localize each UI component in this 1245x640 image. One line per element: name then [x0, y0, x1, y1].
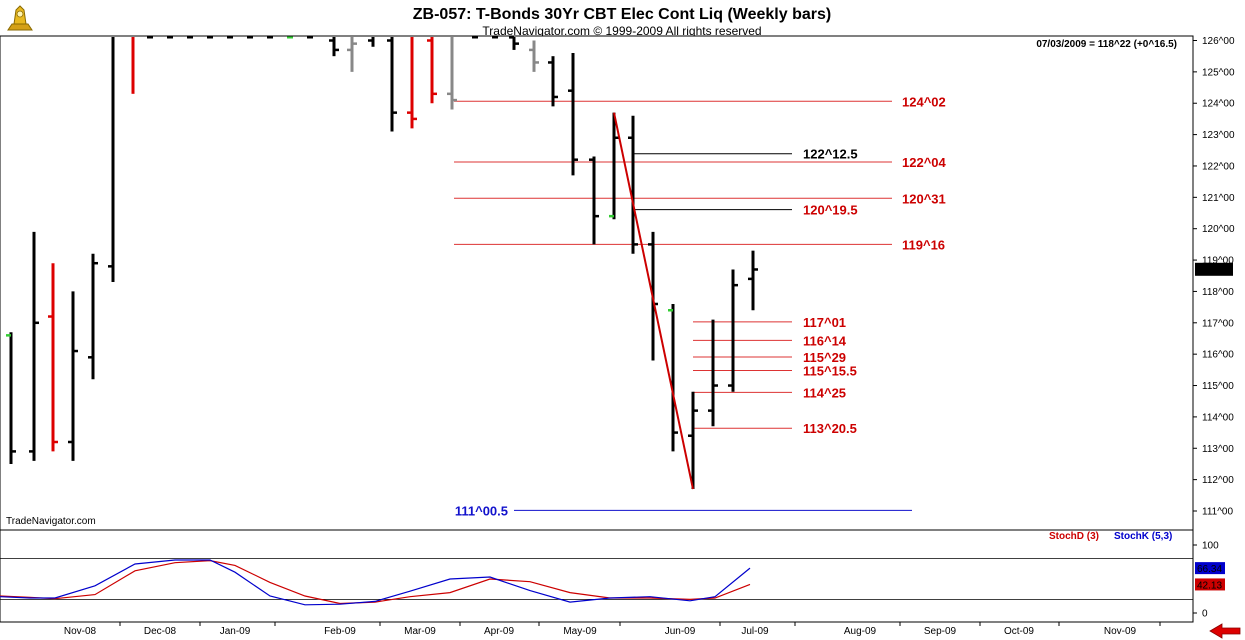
stoch-value-tag: [1195, 562, 1225, 575]
date-tick-label: Aug-09: [844, 626, 877, 637]
date-tick-label: Jul-09: [741, 626, 769, 637]
watermark-text: TradeNavigator.com: [6, 516, 96, 527]
stoch-value-label: 42.13: [1197, 580, 1222, 591]
ohlc-bar: [688, 391, 698, 490]
price-tick-label: 117^00: [1202, 318, 1234, 329]
level-label: 113^20.5: [803, 421, 857, 436]
date-axis: Nov-08 Dec-08 Jan-09 Feb-09 Mar-09 Apr-09 May-…: [64, 622, 1161, 637]
date-tick-label: Nov-09: [1104, 626, 1137, 637]
stoch-tick-label: 100: [1202, 541, 1219, 552]
ohlc-bar: [748, 250, 758, 311]
last-quote-text: 07/03/2009 = 118^22 (+0^16.5): [1036, 39, 1177, 50]
price-axis: 111^00 112^00 113^00 114^00 115^00 116^00 117^…: [1193, 36, 1235, 518]
price-tick-label: 122^00: [1202, 161, 1235, 172]
ohlc-bar: [407, 37, 417, 129]
trendline-group: [613, 112, 694, 490]
price-tick-label: 116^00: [1202, 350, 1234, 361]
level-label: 116^14: [803, 333, 847, 348]
stoch-value-label: 66.34: [1197, 564, 1222, 575]
stoch-legend-label: StochD (3): [1049, 531, 1099, 542]
ohlc-bar: [347, 37, 357, 72]
level-label: 117^01: [803, 315, 846, 330]
ohlc-bar: [29, 231, 39, 461]
stochastic-lines: 0 100 StochD (3) StochK (5,3) 42.13 66.34: [0, 531, 1225, 620]
ohlc-bar: [728, 269, 738, 392]
level-label: 115^15.5: [803, 363, 857, 378]
ohlc-bar: [668, 303, 678, 452]
level-label: 115^29: [803, 350, 846, 365]
ohlc-bar: [548, 56, 558, 107]
date-tick-label: Apr-09: [484, 626, 514, 637]
level-label: 114^25: [803, 385, 846, 400]
price-bars: [6, 36, 758, 490]
ohlc-bar: [628, 115, 638, 254]
price-panel: [0, 35, 1194, 531]
price-tick-label: 118^00: [1202, 287, 1234, 298]
scroll-left-icon[interactable]: [1207, 622, 1245, 640]
ohlc-bar: [88, 253, 98, 380]
last-price-tag: [1195, 262, 1233, 276]
trendline: [613, 112, 694, 490]
price-tick-label: 126^00: [1202, 36, 1235, 47]
stoch-legend-label: StochK (5,3): [1114, 531, 1172, 542]
price-tick-label: 119^00: [1202, 256, 1234, 267]
copyright-text: TradeNavigator.com © 1999-2009 All right…: [482, 24, 761, 38]
level-label: 120^19.5: [803, 203, 858, 218]
level-label: 119^16: [902, 237, 945, 252]
price-tick-label: 115^00: [1202, 381, 1234, 392]
date-tick-label: May-09: [563, 626, 597, 637]
price-tick-label: 123^00: [1202, 130, 1235, 141]
ohlc-bar: [708, 319, 718, 427]
level-label: 124^02: [902, 94, 946, 109]
ohlc-bar: [48, 263, 58, 452]
level-label: 111^00.5: [455, 503, 508, 518]
level-label: 122^12.5: [803, 147, 858, 162]
level-label: 122^04: [902, 155, 947, 170]
date-tick-label: Sep-09: [924, 626, 957, 637]
stoch-series-line: [0, 559, 751, 606]
price-tick-label: 113^00: [1202, 444, 1234, 455]
ohlc-bar: [447, 37, 457, 110]
price-tick-label: 120^00: [1202, 224, 1235, 235]
ohlc-bar: [6, 332, 16, 464]
date-tick-label: Mar-09: [404, 626, 436, 637]
app-logo: [6, 5, 34, 32]
ohlc-bar: [108, 37, 115, 283]
ohlc-bar: [609, 112, 619, 220]
stochastic-panel: [0, 529, 1194, 623]
price-tick-label: 124^00: [1202, 99, 1235, 110]
level-label: 120^31: [902, 191, 946, 206]
ohlc-bar: [529, 40, 539, 72]
date-tick-label: Jan-09: [220, 626, 251, 637]
chart-title: ZB-057: T-Bonds 30Yr CBT Elec Cont Liq (…: [413, 6, 831, 23]
date-tick-label: Jun-09: [665, 626, 696, 637]
level-lines: 124^02 122^12.5 122^04 120^31 120^19.5 119^16…: [454, 94, 947, 518]
date-tick-label: Oct-09: [1004, 626, 1034, 637]
ohlc-bar: [589, 156, 599, 245]
date-tick-label: Nov-08: [64, 626, 97, 637]
ohlc-bar: [329, 37, 339, 57]
price-tick-label: 112^00: [1202, 475, 1234, 486]
ohlc-bar: [368, 37, 375, 47]
date-tick-label: Dec-08: [144, 626, 177, 637]
price-tick-label: 121^00: [1202, 193, 1235, 204]
price-tick-label: 114^00: [1202, 412, 1234, 423]
ohlc-bar: [387, 37, 397, 132]
stoch-value-tag: [1195, 578, 1225, 591]
last-price-label: 118^22: [1198, 265, 1230, 276]
price-tick-label: 111^00: [1202, 507, 1233, 518]
stoch-tick-label: 0: [1202, 609, 1208, 620]
ohlc-bar: [509, 36, 519, 50]
ohlc-bar: [568, 53, 578, 176]
ohlc-bar: [427, 37, 437, 104]
ohlc-bar: [68, 291, 78, 461]
price-tick-label: 125^00: [1202, 67, 1235, 78]
date-tick-label: Feb-09: [324, 626, 356, 637]
